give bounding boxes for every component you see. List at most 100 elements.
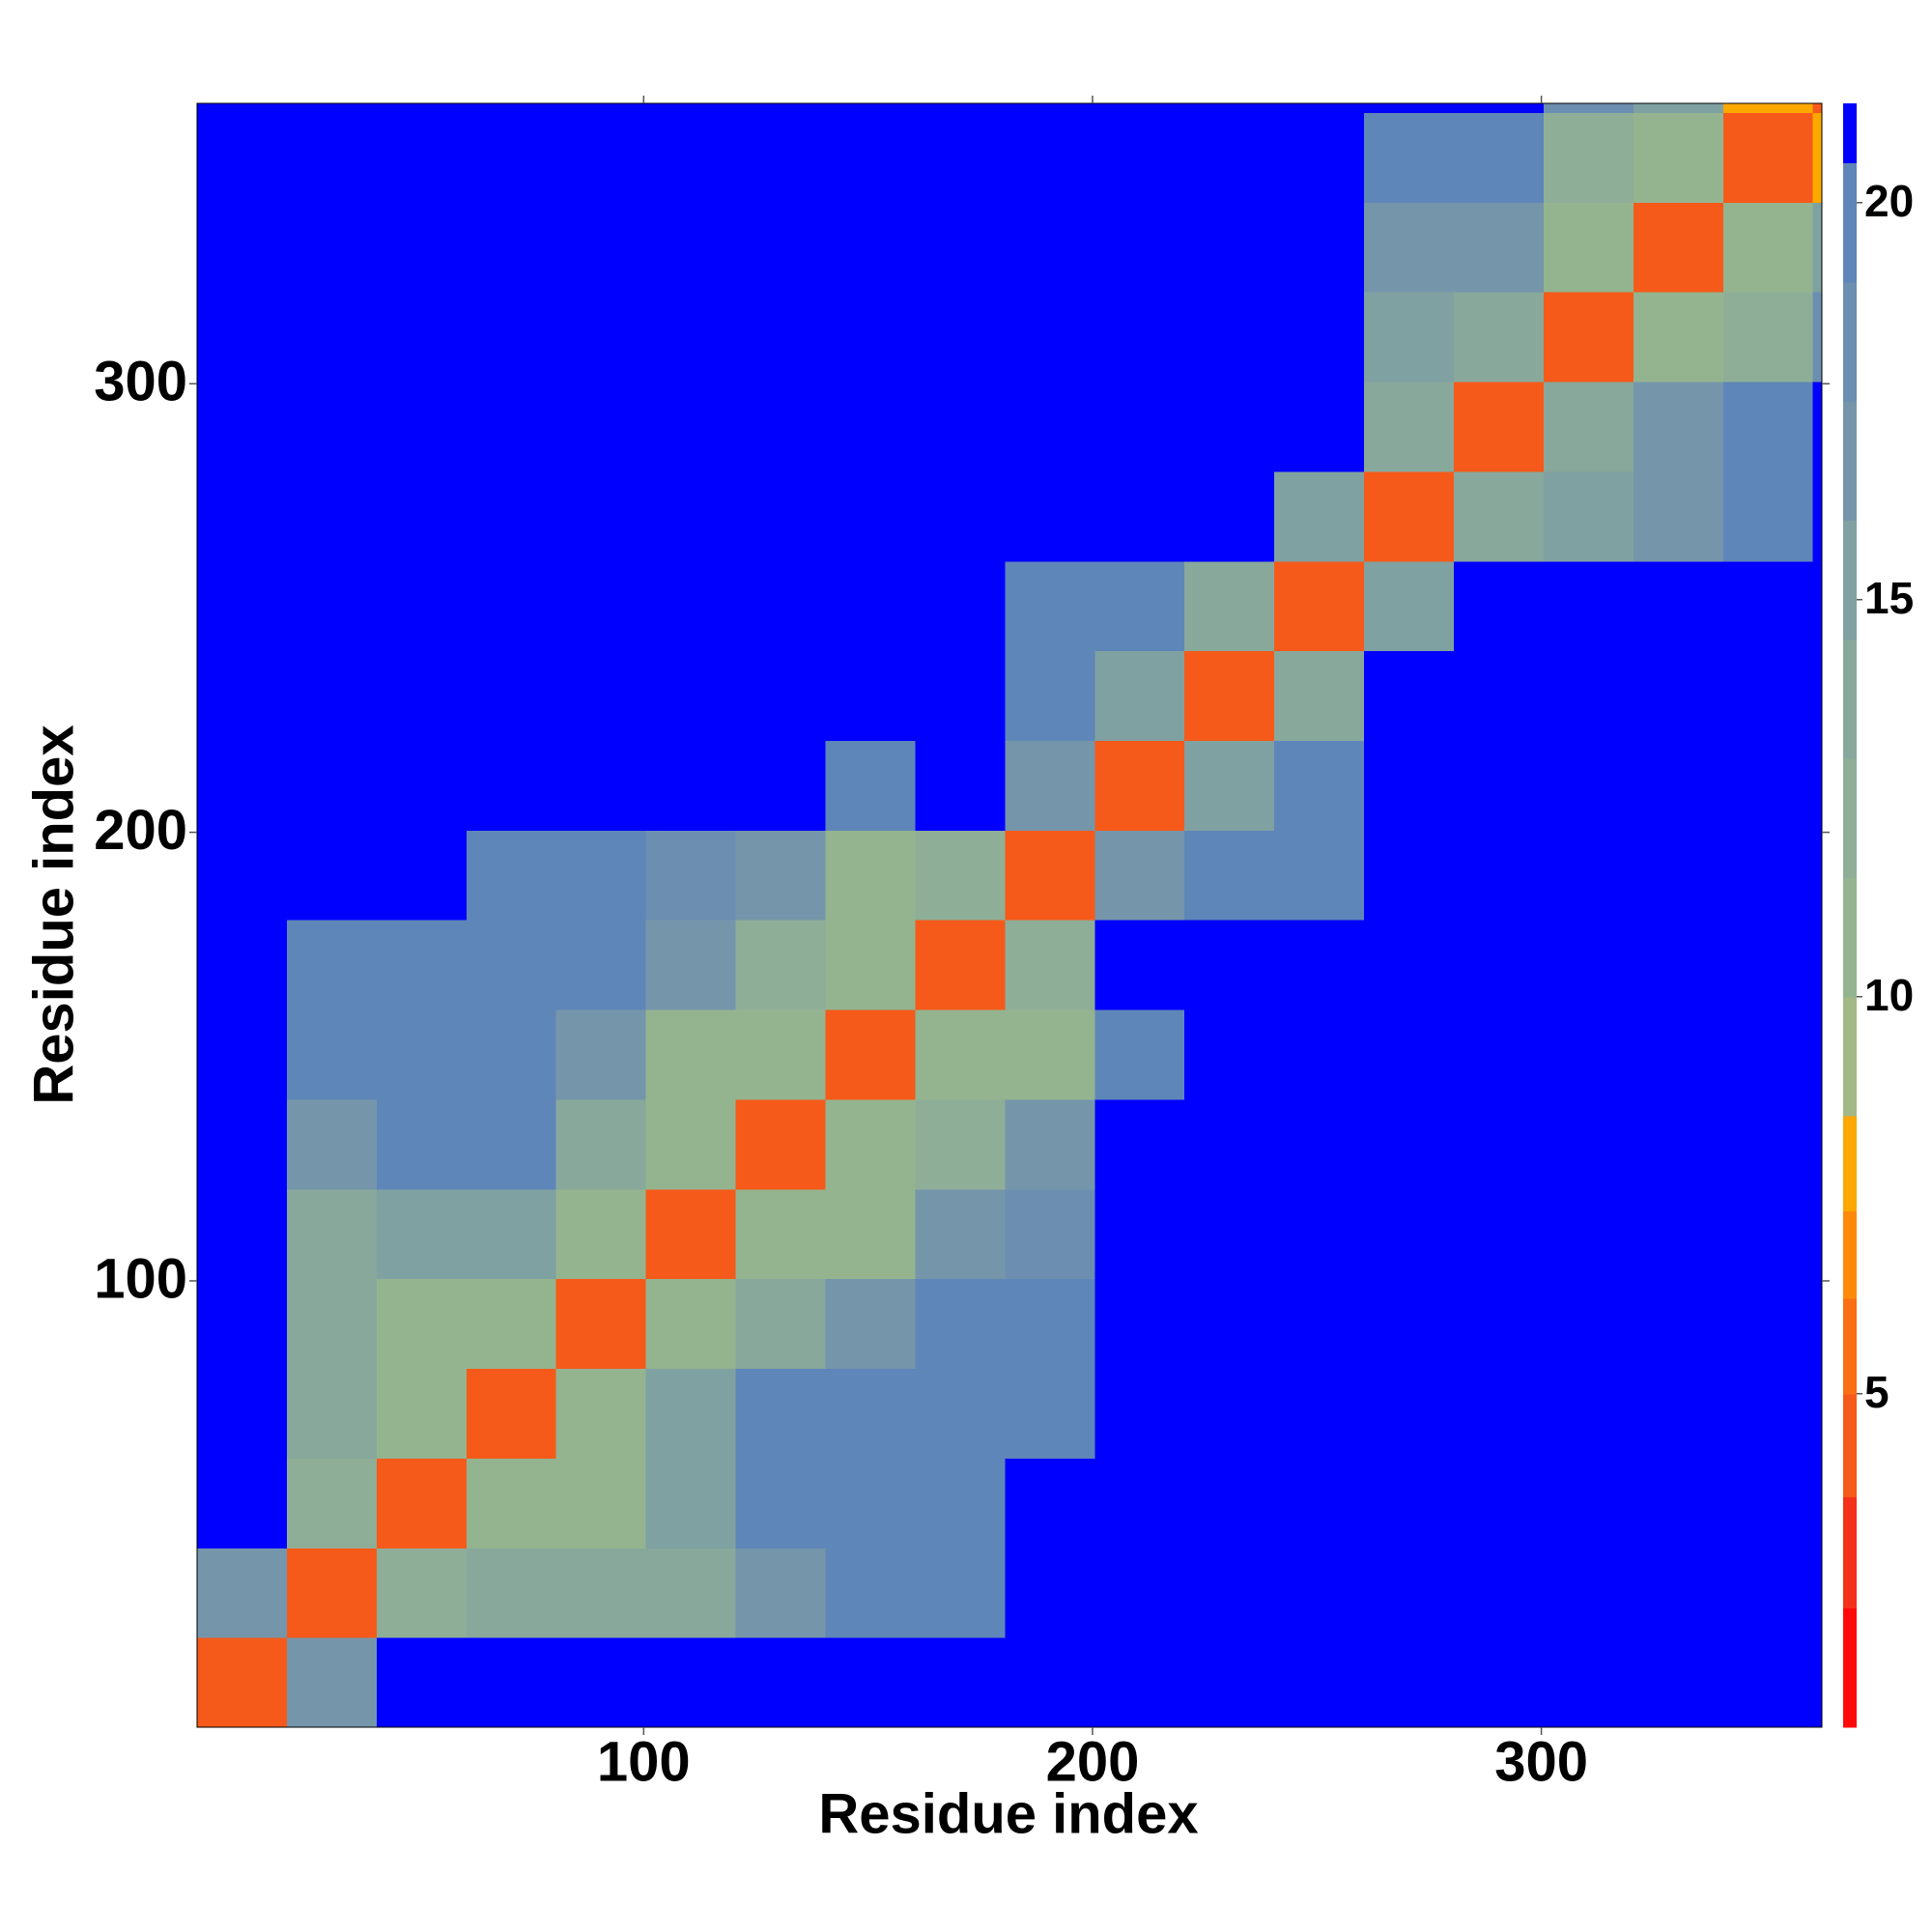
heatmap-cell bbox=[466, 202, 557, 293]
heatmap-cell bbox=[1722, 830, 1814, 921]
heatmap-cell bbox=[1812, 1548, 1823, 1638]
heatmap-cell bbox=[1094, 1188, 1185, 1280]
heatmap-cell bbox=[645, 650, 737, 741]
heatmap-cell bbox=[825, 381, 917, 472]
heatmap-cell bbox=[1005, 202, 1095, 293]
heatmap-cell bbox=[915, 1637, 1006, 1728]
heatmap-cell bbox=[555, 381, 647, 472]
heatmap-cell bbox=[466, 830, 557, 921]
heatmap-cell bbox=[1364, 112, 1455, 203]
heatmap-cell bbox=[1184, 112, 1275, 203]
heatmap-cell bbox=[1184, 470, 1275, 562]
heatmap-cell bbox=[735, 1368, 827, 1459]
heatmap-cell bbox=[1184, 381, 1275, 472]
heatmap-cell bbox=[197, 920, 288, 1010]
heatmap-cell bbox=[1184, 1548, 1275, 1638]
heatmap-cell bbox=[1543, 1098, 1634, 1190]
heatmap-cell bbox=[1633, 1188, 1724, 1280]
heatmap-cell bbox=[1005, 381, 1095, 472]
heatmap-cell bbox=[1812, 292, 1823, 383]
heatmap-cell bbox=[735, 830, 827, 921]
heatmap-cell bbox=[915, 1548, 1006, 1638]
heatmap-cell bbox=[645, 202, 737, 293]
heatmap-cell bbox=[1543, 202, 1634, 293]
heatmap-cell bbox=[1094, 381, 1185, 472]
heatmap-cell bbox=[1543, 1637, 1634, 1728]
heatmap-cell bbox=[735, 560, 827, 652]
heatmap-cell bbox=[286, 830, 378, 921]
heatmap-cell bbox=[1812, 202, 1823, 293]
heatmap-cell bbox=[1722, 1548, 1814, 1638]
heatmap-cell bbox=[1005, 1278, 1095, 1370]
heatmap-cell bbox=[555, 830, 647, 921]
heatmap-cell bbox=[645, 381, 737, 472]
heatmap-cell bbox=[1543, 103, 1634, 113]
heatmap-cell bbox=[1543, 1548, 1634, 1638]
heatmap-cell bbox=[555, 920, 647, 1010]
heatmap-cell bbox=[1364, 103, 1455, 113]
heatmap-cell bbox=[1633, 470, 1724, 562]
heatmap-cell bbox=[825, 202, 917, 293]
heatmap-cell bbox=[1094, 1637, 1185, 1728]
heatmap-cell bbox=[1094, 920, 1185, 1010]
heatmap-cell bbox=[466, 103, 557, 113]
heatmap-cell bbox=[1364, 381, 1455, 472]
heatmap-cell bbox=[1633, 560, 1724, 652]
heatmap-cell bbox=[1812, 830, 1823, 921]
colorbar-tick-label: 20 bbox=[1864, 176, 1914, 226]
heatmap-cell bbox=[466, 740, 557, 831]
heatmap-cell bbox=[1543, 1009, 1634, 1100]
heatmap-cell bbox=[1364, 1278, 1455, 1370]
heatmap-cell bbox=[1364, 202, 1455, 293]
heatmap-cell bbox=[197, 1458, 288, 1548]
heatmap-cell bbox=[1543, 1278, 1634, 1370]
colorbar-segment bbox=[1843, 1210, 1857, 1299]
heatmap-cell bbox=[1274, 381, 1365, 472]
heatmap-cell bbox=[735, 112, 827, 203]
heatmap-cell bbox=[466, 1188, 557, 1280]
heatmap-cell bbox=[915, 920, 1006, 1010]
heatmap-cell bbox=[1005, 470, 1095, 562]
heatmap-cell bbox=[1184, 830, 1275, 921]
heatmap-cell bbox=[1633, 1548, 1724, 1638]
heatmap-cell bbox=[286, 1458, 378, 1548]
heatmap bbox=[197, 103, 1823, 1728]
heatmap-cell bbox=[1812, 920, 1823, 1010]
heatmap-cell bbox=[1722, 740, 1814, 831]
heatmap-cell bbox=[466, 1368, 557, 1459]
heatmap-cell bbox=[1364, 1188, 1455, 1280]
heatmap-cell bbox=[197, 650, 288, 741]
heatmap-cell bbox=[555, 202, 647, 293]
heatmap-cell bbox=[645, 830, 737, 921]
heatmap-cell bbox=[1722, 1188, 1814, 1280]
heatmap-cell bbox=[1364, 740, 1455, 831]
heatmap-cell bbox=[825, 650, 917, 741]
heatmap-cell bbox=[1812, 1009, 1823, 1100]
heatmap-cell bbox=[286, 650, 378, 741]
heatmap-cell bbox=[645, 1098, 737, 1190]
heatmap-cell bbox=[915, 112, 1006, 203]
heatmap-cell bbox=[1633, 650, 1724, 741]
heatmap-cell bbox=[1274, 1098, 1365, 1190]
heatmap-cell bbox=[1812, 740, 1823, 831]
colorbar-segment bbox=[1843, 1607, 1857, 1728]
heatmap-cell bbox=[1812, 470, 1823, 562]
heatmap-cell bbox=[286, 1368, 378, 1459]
heatmap-cell bbox=[376, 830, 468, 921]
heatmap-cell bbox=[286, 292, 378, 383]
heatmap-cell bbox=[555, 1278, 647, 1370]
heatmap-cell bbox=[645, 920, 737, 1010]
heatmap-cell bbox=[1543, 381, 1634, 472]
heatmap-cell bbox=[1812, 1098, 1823, 1190]
heatmap-cell bbox=[1364, 1637, 1455, 1728]
heatmap-cell bbox=[197, 1637, 288, 1728]
heatmap-cell bbox=[1722, 1009, 1814, 1100]
heatmap-cell bbox=[466, 1637, 557, 1728]
heatmap-cell bbox=[286, 112, 378, 203]
heatmap-cell bbox=[1543, 830, 1634, 921]
heatmap-cell bbox=[1633, 830, 1724, 921]
heatmap-cell bbox=[466, 1009, 557, 1100]
heatmap-cell bbox=[466, 112, 557, 203]
heatmap-cell bbox=[1812, 1188, 1823, 1280]
heatmap-cell bbox=[1633, 1368, 1724, 1459]
